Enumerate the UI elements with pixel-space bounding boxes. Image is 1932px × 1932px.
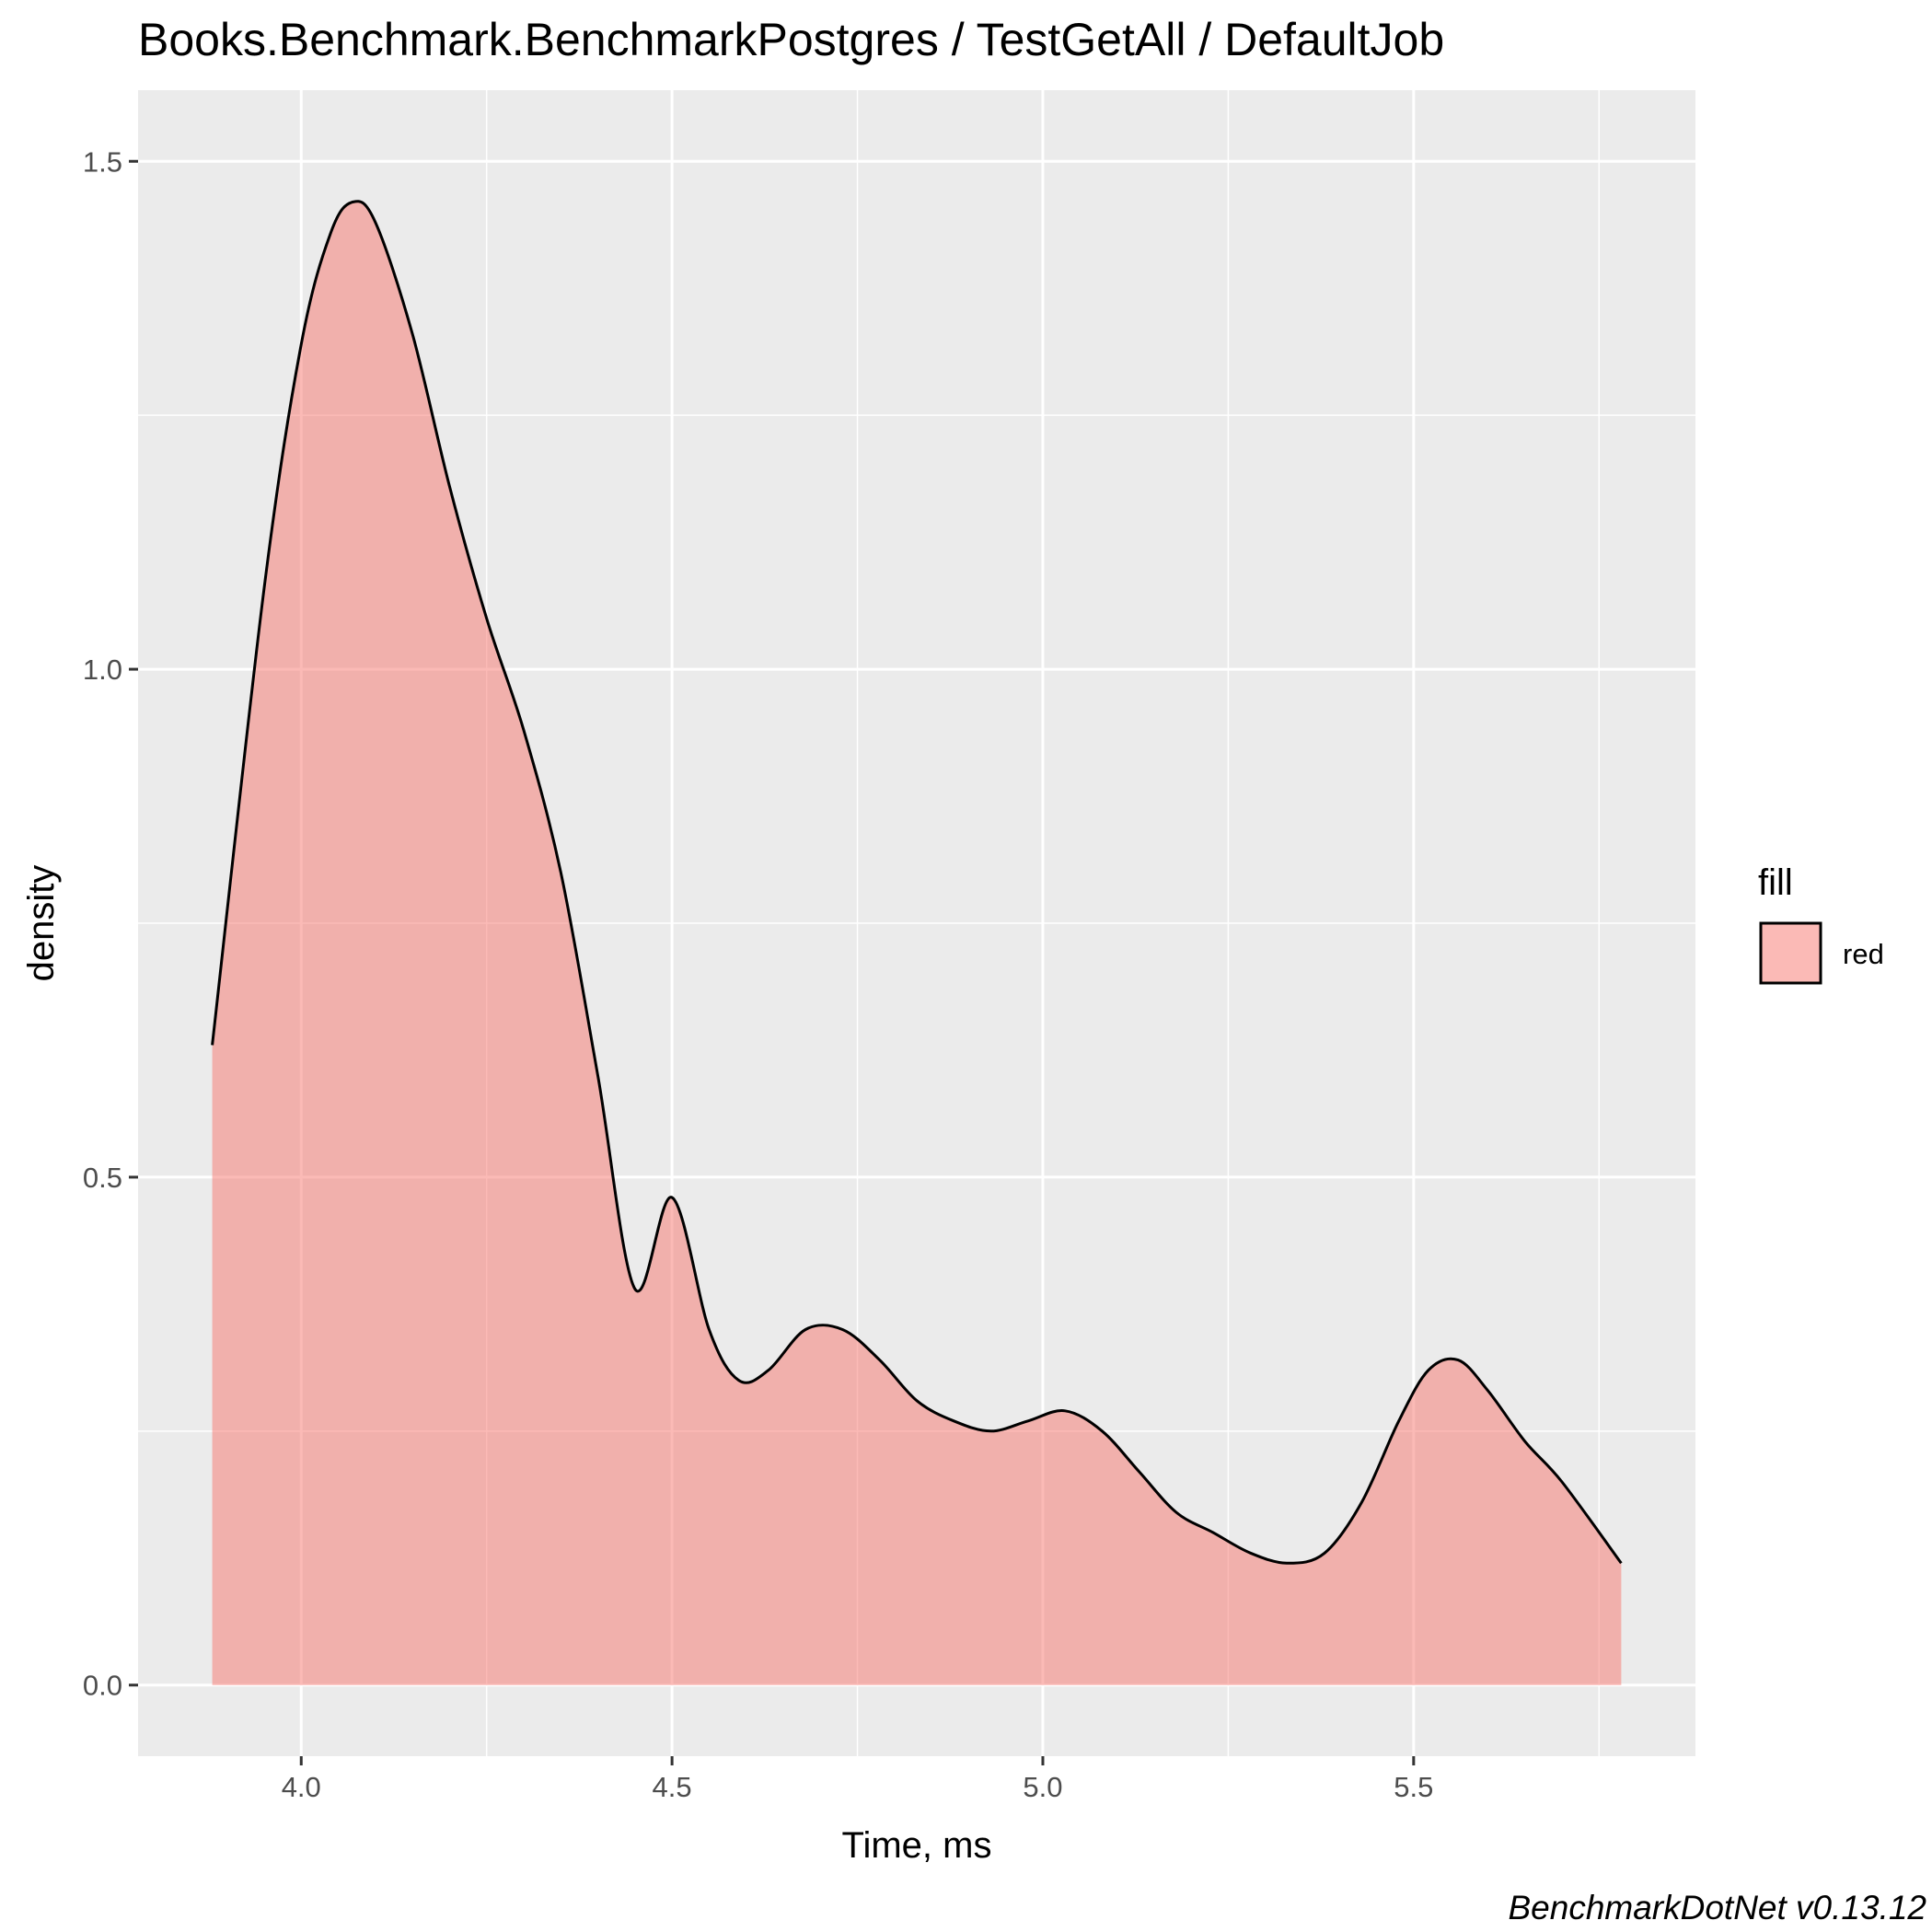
- legend: fill red: [1758, 862, 1884, 985]
- density-line: [211, 200, 1623, 1565]
- density-area: [212, 201, 1622, 1685]
- legend-title: fill: [1758, 862, 1793, 903]
- y-tick-label: 0.5: [83, 1162, 122, 1194]
- y-axis-title: density: [21, 865, 62, 982]
- y-axis: 0.0 0.5 1.0 1.5: [83, 145, 138, 1702]
- y-tick-label: 0.0: [83, 1670, 122, 1702]
- y-tick-label: 1.5: [83, 145, 122, 178]
- legend-label-red: red: [1843, 938, 1884, 970]
- legend-key-red: [1759, 921, 1822, 985]
- y-tick-label: 1.0: [83, 654, 122, 686]
- x-tick-label: 4.0: [282, 1771, 321, 1803]
- x-axis-title: Time, ms: [842, 1825, 992, 1866]
- caption: BenchmarkDotNet v0.13.12: [1508, 1889, 1926, 1926]
- x-tick-label: 5.0: [1023, 1771, 1062, 1803]
- x-tick-label: 4.5: [653, 1771, 692, 1803]
- plot-panel: [138, 90, 1695, 1756]
- density-series: [211, 200, 1623, 1685]
- chart-title: Books.Benchmark.BenchmarkPostgres / Test…: [138, 14, 1444, 65]
- x-axis: 4.0 4.5 5.0 5.5: [282, 1756, 1433, 1803]
- x-tick-label: 5.5: [1394, 1771, 1433, 1803]
